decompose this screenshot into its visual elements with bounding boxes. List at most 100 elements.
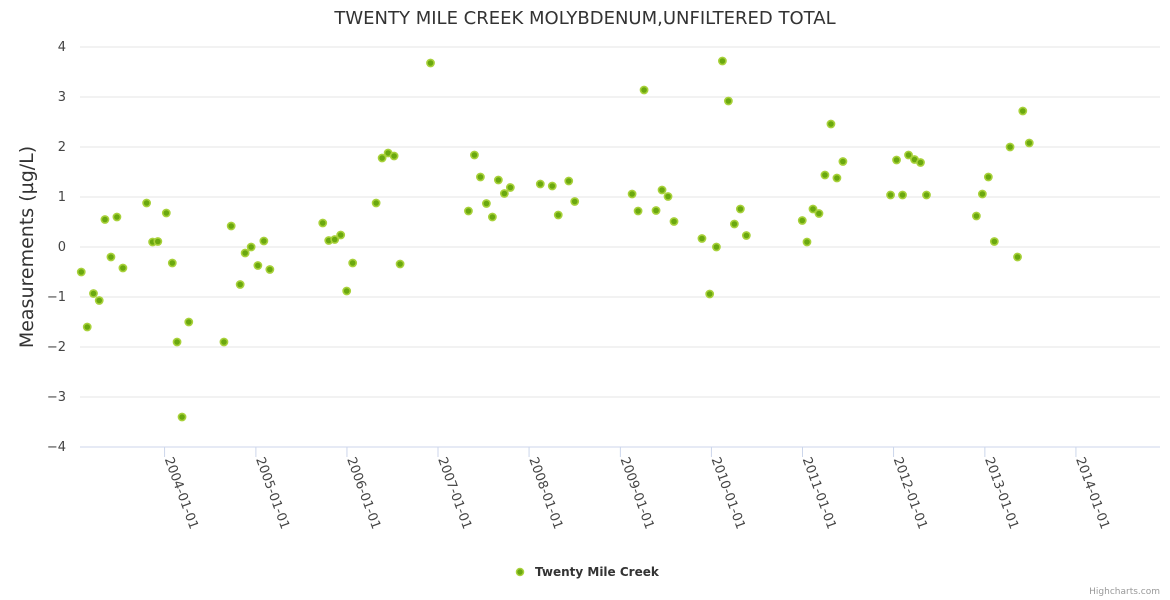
data-point	[161, 208, 171, 218]
data-point	[177, 412, 187, 422]
y-tick-label: 4	[58, 40, 66, 55]
data-point	[977, 189, 987, 199]
y-axis-ticks: 4 3 2 1 0 −1 −2 −3 −4	[47, 40, 66, 455]
data-point	[493, 175, 503, 185]
data-point	[705, 289, 715, 299]
legend-marker	[515, 567, 525, 577]
data-point	[904, 150, 913, 160]
data-point	[76, 267, 86, 277]
data-point	[94, 296, 104, 305]
data-point	[153, 237, 163, 246]
data-point	[989, 237, 999, 246]
x-tick-label: 2012-01-01	[890, 455, 930, 531]
credits-link[interactable]: Highcharts.com	[1089, 587, 1160, 597]
data-point	[336, 230, 346, 240]
x-tick-label: 2007-01-01	[434, 455, 474, 531]
data-point	[167, 258, 177, 268]
data-point	[669, 217, 679, 226]
data-point	[633, 206, 643, 216]
x-tick-label: 2004-01-01	[161, 455, 201, 531]
data-point	[426, 58, 435, 68]
y-tick-label: 2	[58, 140, 66, 155]
data-point	[808, 204, 818, 214]
data-point	[82, 322, 92, 332]
data-point	[898, 190, 907, 200]
data-point	[348, 258, 358, 268]
data-point	[735, 204, 745, 214]
data-point	[826, 119, 836, 129]
data-point	[564, 176, 574, 186]
y-tick-label: −3	[47, 390, 66, 405]
legend[interactable]: Twenty Mile Creek	[515, 565, 660, 579]
data-point	[172, 337, 182, 347]
data-point	[330, 235, 340, 244]
data-point	[570, 197, 580, 206]
data-point	[916, 158, 925, 167]
y-tick-label: −1	[47, 290, 66, 305]
x-tick-label: 2010-01-01	[708, 455, 748, 531]
data-point	[1005, 142, 1015, 152]
gridlines	[80, 46, 1160, 448]
data-point	[741, 231, 751, 240]
y-tick-label: −2	[47, 340, 66, 355]
data-point	[470, 150, 479, 160]
data-point	[892, 155, 901, 165]
series-twenty-mile-creek	[76, 56, 1034, 422]
data-point	[464, 206, 473, 216]
data-point	[253, 261, 263, 270]
x-tick-label: 2005-01-01	[252, 455, 292, 531]
data-point	[547, 181, 557, 191]
x-tick-label: 2006-01-01	[343, 455, 383, 531]
data-point	[553, 210, 563, 220]
data-point	[240, 248, 250, 258]
data-point	[476, 172, 485, 182]
y-axis-title: Measurements (µg/L)	[16, 146, 38, 348]
data-point	[1018, 106, 1028, 116]
x-tick-label: 2009-01-01	[617, 455, 657, 531]
data-point	[639, 85, 649, 95]
data-point	[118, 263, 128, 273]
data-point	[89, 289, 98, 298]
y-tick-label: 0	[58, 240, 66, 255]
data-point	[246, 242, 256, 252]
x-tick-label: 2014-01-01	[1072, 455, 1112, 531]
data-point	[797, 216, 807, 225]
y-tick-label: 1	[58, 190, 66, 205]
data-point	[142, 198, 152, 208]
data-point	[371, 198, 381, 208]
data-point	[226, 221, 236, 231]
data-point	[499, 189, 509, 198]
data-point	[814, 209, 824, 218]
data-point	[265, 265, 275, 274]
data-point	[971, 211, 981, 221]
data-point	[219, 337, 229, 347]
data-point	[100, 215, 110, 224]
data-point	[395, 259, 405, 269]
data-point	[820, 170, 830, 180]
data-point	[318, 218, 328, 228]
data-point	[112, 212, 122, 222]
data-point	[627, 189, 637, 199]
data-point	[1024, 138, 1034, 148]
data-point	[832, 173, 842, 183]
x-tick-label: 2008-01-01	[525, 455, 565, 531]
data-point	[1013, 252, 1022, 262]
data-point	[184, 317, 194, 327]
data-point	[235, 280, 245, 289]
data-point	[657, 185, 667, 195]
data-point	[259, 236, 269, 246]
chart-title: TWENTY MILE CREEK MOLYBDENUM,UNFILTERED …	[333, 8, 835, 29]
data-point	[983, 172, 993, 182]
data-point	[651, 206, 661, 215]
y-tick-label: 3	[58, 90, 66, 105]
data-point	[718, 56, 727, 66]
data-point	[802, 237, 812, 247]
data-point	[697, 234, 707, 243]
y-tick-label: −4	[47, 440, 66, 455]
data-point	[487, 212, 497, 222]
legend-item-label[interactable]: Twenty Mile Creek	[535, 565, 660, 579]
data-point	[838, 157, 848, 166]
data-point	[712, 242, 721, 252]
data-point	[922, 190, 931, 200]
